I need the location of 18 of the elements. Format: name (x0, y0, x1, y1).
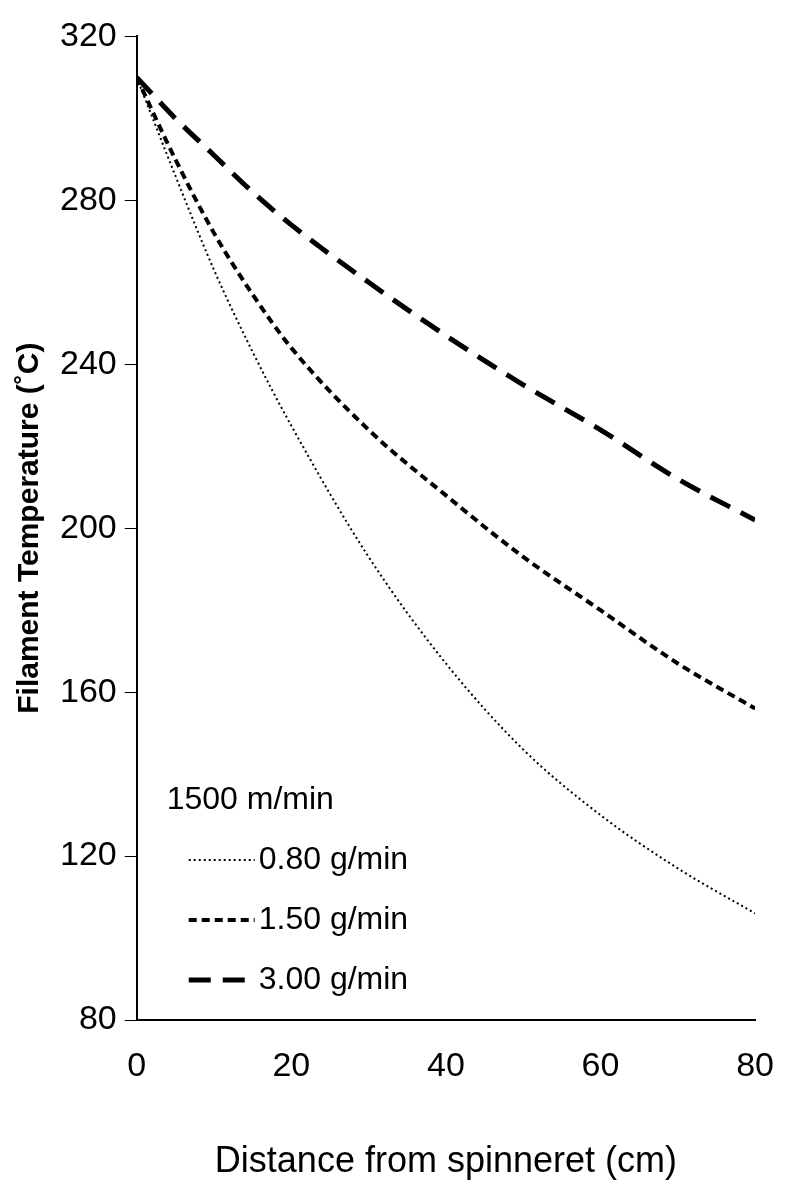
x-tick-label: 80 (736, 1044, 774, 1083)
x-axis-title: Distance from spinneret (cm) (214, 1139, 677, 1181)
y-axis-title: Filament Temperature (˚C) (11, 342, 45, 714)
y-tick-label: 80 (78, 998, 117, 1037)
y-tick-label: 200 (59, 506, 117, 545)
y-tick-label: 320 (59, 14, 117, 53)
legend-title: 1500 m/min (166, 779, 334, 816)
x-tick-label: 20 (272, 1044, 311, 1083)
x-tick-label: 0 (127, 1044, 147, 1083)
legend-label: 1.50 g/min (258, 899, 409, 936)
y-tick-label: 240 (59, 342, 117, 381)
x-tick-label: 60 (581, 1044, 620, 1083)
legend-label: 3.00 g/min (258, 959, 409, 996)
y-tick-label: 120 (59, 834, 117, 873)
legend-label: 0.80 g/min (258, 839, 409, 876)
x-tick-label: 40 (427, 1044, 465, 1083)
y-tick-label: 280 (59, 178, 117, 217)
y-tick-label: 160 (59, 670, 117, 709)
